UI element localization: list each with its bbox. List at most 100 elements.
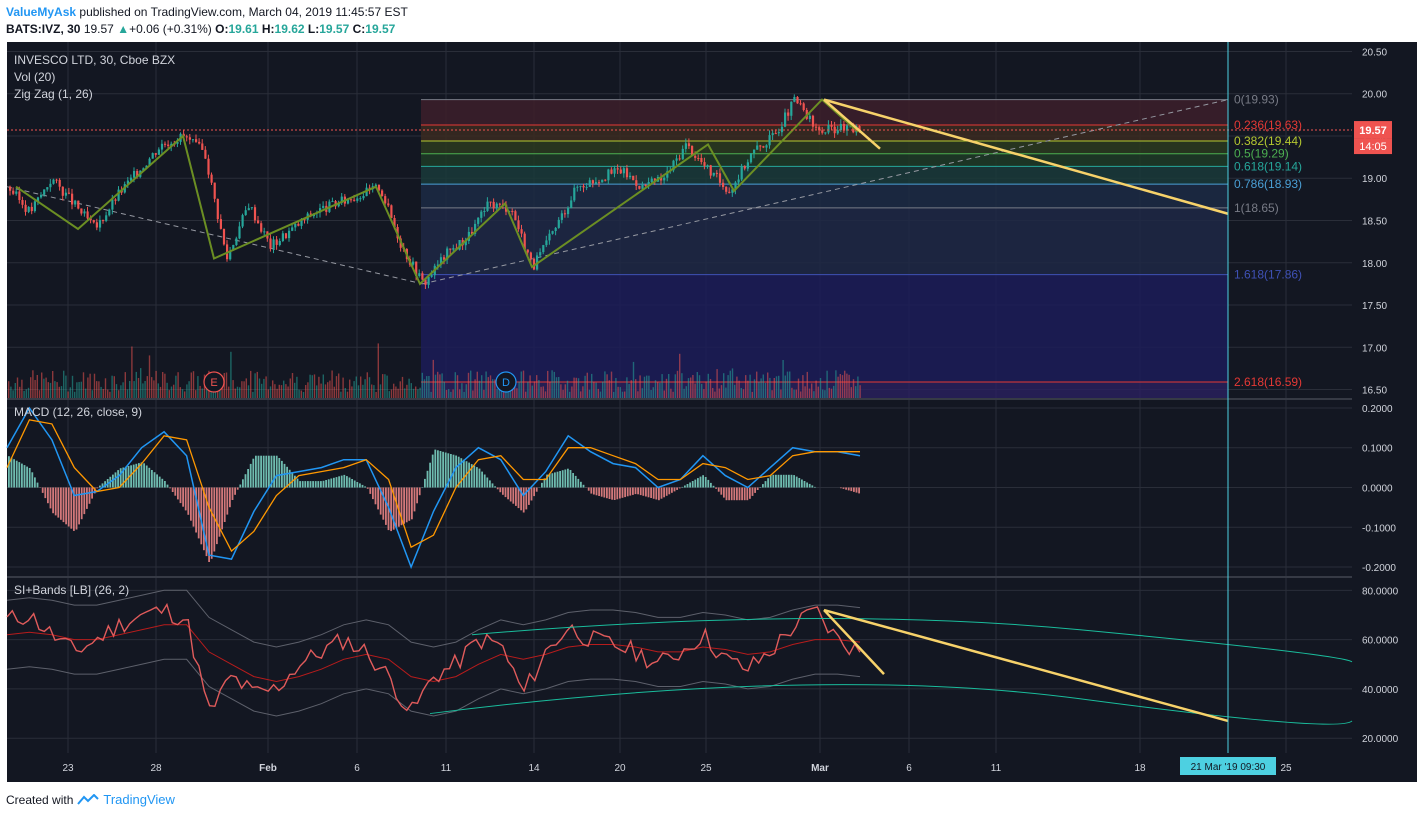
volume-bar <box>96 381 98 398</box>
volume-bar <box>593 381 595 398</box>
volume-bar <box>131 346 133 398</box>
volume-bar <box>822 389 824 398</box>
candle-body <box>492 201 495 209</box>
tradingview-brand[interactable]: TradingView <box>103 792 175 807</box>
volume-bar <box>850 387 852 398</box>
macd-histogram-bar <box>580 481 582 488</box>
volume-bar <box>857 376 859 398</box>
volume-bar <box>837 376 839 398</box>
candle-body <box>374 184 377 187</box>
volume-bar <box>353 381 355 398</box>
macd-histogram-bar <box>125 466 127 488</box>
candle-body <box>774 133 777 135</box>
volume-bar <box>533 381 536 398</box>
candle-body <box>477 217 480 224</box>
volume-bar <box>16 377 19 398</box>
volume-bar <box>729 370 731 398</box>
volume-bar <box>329 380 331 398</box>
price-axis-label: 17.00 <box>1362 343 1387 354</box>
candle-body <box>629 175 632 178</box>
candle-body <box>24 204 27 212</box>
volume-bar <box>802 375 804 398</box>
candle-body <box>598 182 601 184</box>
volume-bar <box>833 385 835 398</box>
volume-bar <box>67 391 69 398</box>
volume-bar <box>98 381 100 398</box>
author-name[interactable]: ValueMyAsk <box>6 5 77 19</box>
macd-histogram-bar <box>377 487 379 510</box>
macd-histogram-bar <box>468 462 470 488</box>
volume-bar <box>749 374 751 398</box>
volume-bar <box>817 386 819 398</box>
macd-histogram-bar <box>23 465 26 488</box>
volume-bar <box>390 389 393 398</box>
candle-body <box>15 191 18 194</box>
macd-histogram-bar <box>655 487 658 500</box>
macd-line <box>6 406 861 570</box>
volume-bar <box>87 377 89 398</box>
macd-histogram-bar <box>434 449 437 488</box>
macd-axis-label: 0.1000 <box>1362 444 1393 455</box>
candle-body <box>449 248 452 250</box>
candle-body <box>495 203 498 209</box>
macd-histogram-bar <box>333 477 335 488</box>
volume-bar <box>107 389 109 398</box>
macd-histogram-bar <box>379 487 382 515</box>
candle-body <box>653 178 656 182</box>
candle-body <box>666 171 669 178</box>
macd-histogram-bar <box>686 484 689 488</box>
candle-body <box>799 103 802 105</box>
macd-histogram-bar <box>486 477 489 488</box>
macd-histogram-bar <box>665 487 668 496</box>
countdown-tag-bg <box>1354 138 1392 155</box>
volume-bar <box>459 389 461 398</box>
volume-bar <box>734 384 736 398</box>
volume-bar <box>632 361 635 398</box>
candle-body <box>95 222 98 228</box>
macd-histogram-bar <box>587 487 590 491</box>
volume-bar <box>225 372 228 398</box>
volume-bar <box>456 375 459 398</box>
candle-body <box>560 213 563 220</box>
volume-bar <box>509 389 511 398</box>
volume-bar <box>188 381 190 398</box>
volume-bar <box>181 389 184 398</box>
candle-body <box>796 97 799 104</box>
volume-bar <box>595 382 597 398</box>
macd-histogram-bar <box>426 470 429 488</box>
volume-bar <box>487 377 489 398</box>
volume-bar <box>285 384 287 398</box>
volume-bar <box>415 386 417 398</box>
macd-histogram-bar <box>314 481 317 488</box>
macd-pane-title: MACD (12, 26, close, 9) <box>14 405 142 419</box>
volume-bar <box>808 388 811 398</box>
candle-body <box>718 173 722 183</box>
volume-bar <box>382 374 384 398</box>
volume-bar <box>91 390 93 398</box>
macd-histogram-bar <box>216 487 218 545</box>
macd-histogram-bar <box>546 474 548 488</box>
fib-zone <box>421 141 1228 154</box>
created-with-label: Created with <box>6 792 74 807</box>
macd-histogram-bar <box>626 487 629 497</box>
volume-bar <box>199 385 201 398</box>
crosshair-time-tag: 21 Mar '19 09:30 <box>1191 762 1266 773</box>
volume-bar <box>113 376 115 398</box>
chart-canvas[interactable]: 23 28 Feb 6 11 14 20 25 Mar 6 11 18 25 20.50 20.00 19.5… <box>0 42 1417 783</box>
macd-histogram-bar <box>535 487 538 492</box>
volume-bar <box>654 380 657 398</box>
candle-body <box>570 200 573 208</box>
last-price-tag: 19.57 <box>1359 125 1387 137</box>
volume-bar <box>10 386 12 398</box>
macd-histogram-bar <box>13 459 15 488</box>
candle-body <box>768 135 771 146</box>
volume-bar <box>560 384 562 398</box>
price-indicator-label: Vol (20) <box>14 70 55 84</box>
volume-bar <box>362 384 364 398</box>
volume-bar <box>30 377 32 398</box>
candle-body <box>443 257 446 260</box>
macd-histogram-bar <box>710 482 712 488</box>
candle-body <box>294 223 297 228</box>
volume-bar <box>316 385 318 398</box>
macd-histogram-bar <box>65 487 67 525</box>
